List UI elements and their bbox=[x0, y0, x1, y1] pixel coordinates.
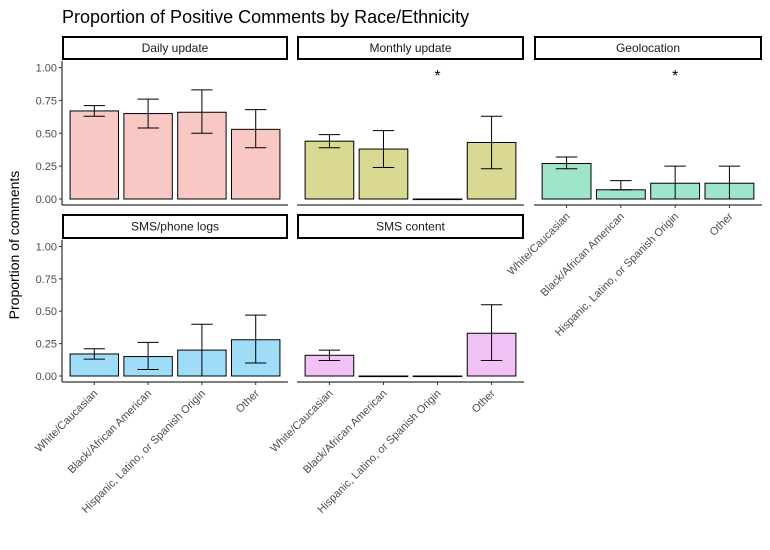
x-tick-label: Other bbox=[708, 210, 736, 238]
strip-label-daily-update: Daily update bbox=[142, 41, 209, 55]
y-tick-label: 0.25 bbox=[36, 339, 57, 351]
x-tick-label: Hispanic, Latino, or Spanish Origin bbox=[553, 211, 681, 339]
strip-label-sms-content: SMS content bbox=[376, 220, 445, 234]
significance-annotation: * bbox=[434, 68, 440, 85]
panel-sms-phone-logs: SMS/phone logs0.000.250.500.751.00White/… bbox=[33, 214, 288, 516]
y-tick-label: 1.00 bbox=[36, 241, 57, 253]
strip-monthly-update bbox=[297, 36, 524, 60]
significance-annotation: * bbox=[672, 68, 678, 85]
x-tick-label: Other bbox=[470, 387, 498, 415]
strip-label-geolocation: Geolocation bbox=[616, 41, 680, 55]
panel-monthly-update: Monthly update * bbox=[297, 36, 524, 206]
y-tick-label: 0.75 bbox=[36, 95, 57, 107]
bar-daily-update-white-caucasian bbox=[69, 110, 119, 200]
y-tick-label: 0.00 bbox=[36, 194, 57, 206]
y-tick-label: 0.50 bbox=[36, 306, 57, 318]
strip-daily-update bbox=[62, 36, 288, 60]
strip-label-sms-phone-logs: SMS/phone logs bbox=[131, 220, 219, 234]
panel-daily-update: Daily update 0.00 0.25 0.50 0.75 1.00 bbox=[36, 36, 288, 206]
x-tick-label: Other bbox=[234, 387, 262, 415]
chart-title: Proportion of Positive Comments by Race/… bbox=[62, 7, 469, 27]
strip-sms-content bbox=[297, 214, 524, 239]
bar-sms-content-hispanic-latino-or-spanish-origin bbox=[412, 375, 463, 378]
bar-geolocation-white-caucasian bbox=[541, 163, 592, 200]
bar-daily-update-black-african-american bbox=[123, 113, 173, 200]
y-tick-label: 0.75 bbox=[36, 274, 57, 286]
bar-sms-content-black-african-american bbox=[358, 375, 409, 378]
bar-monthly-update-white-caucasian bbox=[304, 140, 355, 200]
bar-geolocation-black-african-american bbox=[595, 189, 646, 200]
y-axis-label: Proportion of comments bbox=[6, 171, 22, 320]
panel-sms-content: SMS contentWhite/CaucasianBlack/African … bbox=[268, 214, 524, 516]
y-tick-label: 1.00 bbox=[36, 63, 57, 75]
bar-monthly-update-hispanic-latino-or-spanish-origin bbox=[412, 198, 463, 201]
x-tick-label: Hispanic, Latino, or Spanish Origin bbox=[315, 388, 443, 516]
panel-geolocation: Geolocation*White/CaucasianBlack/African… bbox=[505, 36, 762, 339]
strip-geolocation bbox=[534, 36, 762, 60]
y-tick-label: 0.50 bbox=[36, 128, 57, 140]
strip-label-monthly-update: Monthly update bbox=[369, 41, 451, 55]
y-tick-label: 0.00 bbox=[36, 371, 57, 383]
facet-panels: Daily update 0.00 0.25 0.50 0.75 1.00 Monthly … bbox=[33, 36, 762, 516]
y-tick-label: 0.25 bbox=[36, 161, 57, 173]
strip-sms-phone-logs bbox=[62, 214, 288, 239]
x-tick-label: Hispanic, Latino, or Spanish Origin bbox=[80, 388, 208, 516]
